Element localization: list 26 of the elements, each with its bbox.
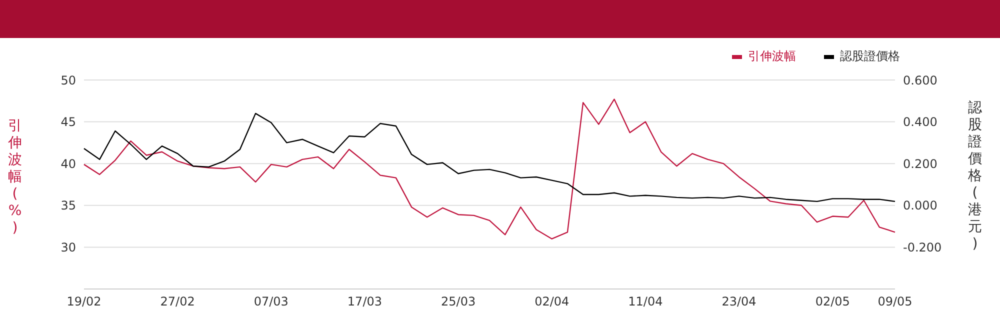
x-tick-label: 02/05	[815, 294, 850, 309]
x-tick-label: 17/03	[347, 294, 382, 309]
y-axis-title: 引伸波幅(%)	[7, 118, 23, 237]
line-series	[83, 98, 896, 240]
text: 認股證價格(港元)	[968, 100, 982, 252]
x-tick-label: 25/03	[441, 294, 476, 309]
y2-tick-label: -0.200	[903, 240, 942, 254]
x-tick-label: 19/02	[66, 294, 102, 309]
legend-label: 引伸波幅	[748, 48, 796, 65]
y2-tick-label: 0.000	[903, 198, 938, 213]
x-tick-label: 02/04	[534, 294, 570, 309]
x-tick-label: 23/04	[722, 294, 756, 309]
y-tick-label: 40	[60, 156, 76, 171]
y2-tick-label: 0.600	[903, 73, 938, 88]
x-tick-label: 09/05	[878, 294, 912, 309]
y-tick-label: 45	[60, 115, 76, 130]
y2-tick-label: 0.200	[903, 156, 938, 171]
line-series	[83, 112, 896, 202]
x-tick-label: 07/03	[254, 294, 288, 309]
y2-tick-label: 0.400	[903, 115, 938, 130]
x-tick-label: 11/04	[628, 294, 663, 309]
y-tick-label: 35	[60, 198, 76, 213]
x-tick-label: 27/02	[160, 294, 195, 309]
legend-label: 認股證價格	[840, 48, 900, 65]
y-tick-label: 50	[60, 73, 76, 88]
y-tick-label: 30	[60, 240, 76, 254]
